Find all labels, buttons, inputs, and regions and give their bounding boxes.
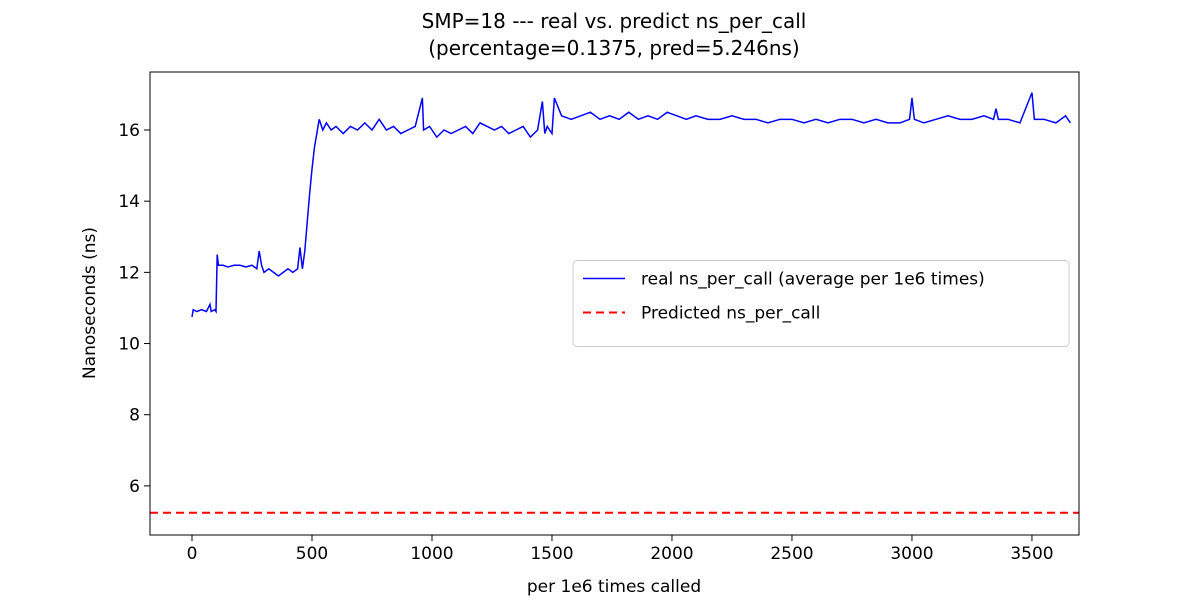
x-axis-label: per 1e6 times called [527,577,701,597]
y-tick-label: 14 [118,192,140,212]
x-tick-label: 1500 [530,544,573,564]
x-tick-label: 0 [187,544,198,564]
legend-box [572,260,1070,347]
chart-subtitle: (percentage=0.1375, pred=5.246ns) [428,36,800,60]
y-tick-label: 12 [118,263,140,283]
x-tick-label: 3500 [1010,544,1053,564]
data-line [191,92,1071,317]
chart-title: SMP=18 --- real vs. predict ns_per_call [422,9,807,33]
x-tick-label: 2000 [650,544,693,564]
legend: real ns_per_call (average per 1e6 times)… [572,260,1070,347]
y-tick-label: 6 [129,477,140,497]
x-tick-label: 500 [296,544,328,564]
legend-label: real ns_per_call (average per 1e6 times) [641,270,985,290]
y-tick-label: 10 [118,335,140,355]
plot-frame [149,71,1080,536]
y-tick-label: 16 [118,121,140,141]
y-tick-label: 8 [129,406,140,426]
x-tick-label: 1000 [410,544,453,564]
legend-label: Predicted ns_per_call [641,304,820,324]
y-axis-label: Nanoseconds (ns) [80,227,100,379]
x-tick-label: 2500 [770,544,813,564]
x-tick-label: 3000 [890,544,933,564]
